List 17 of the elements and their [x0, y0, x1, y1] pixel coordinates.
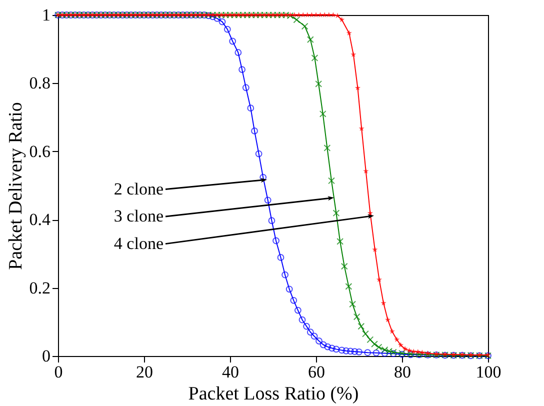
y-tick-label: 0.2: [29, 278, 50, 298]
x-tick-label: 60: [308, 362, 325, 382]
x-tick-label: 20: [136, 362, 153, 382]
annotation: 3 clone: [114, 206, 164, 226]
annotation: 2 clone: [114, 179, 164, 198]
y-tick-label: 1: [42, 6, 50, 24]
y-tick-label: 0: [42, 346, 50, 366]
y-tick-label: 0.6: [29, 142, 50, 161]
x-tick-label: 80: [394, 362, 411, 382]
annotation: 4 clone: [114, 234, 164, 253]
x-tick-label: 100: [476, 362, 502, 382]
x-tick-label: 40: [222, 362, 239, 382]
y-axis-title: Packet Delivery Ratio: [5, 102, 26, 270]
x-axis-title: Packet Loss Ratio (%): [188, 384, 359, 404]
x-tick-label: 0: [54, 362, 63, 382]
y-tick-label: 0.8: [29, 74, 50, 93]
y-tick-label: 0.4: [29, 210, 51, 230]
